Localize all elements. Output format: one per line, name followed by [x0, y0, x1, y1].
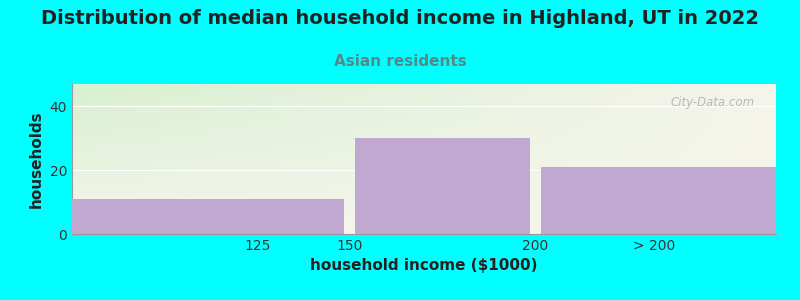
- X-axis label: household income ($1000): household income ($1000): [310, 258, 538, 273]
- Bar: [72, 199, 344, 234]
- Text: Distribution of median household income in Highland, UT in 2022: Distribution of median household income …: [41, 9, 759, 28]
- Bar: [355, 138, 530, 234]
- Y-axis label: households: households: [29, 110, 44, 208]
- Text: Asian residents: Asian residents: [334, 54, 466, 69]
- Bar: [541, 167, 776, 234]
- Text: City-Data.com: City-Data.com: [670, 96, 755, 109]
